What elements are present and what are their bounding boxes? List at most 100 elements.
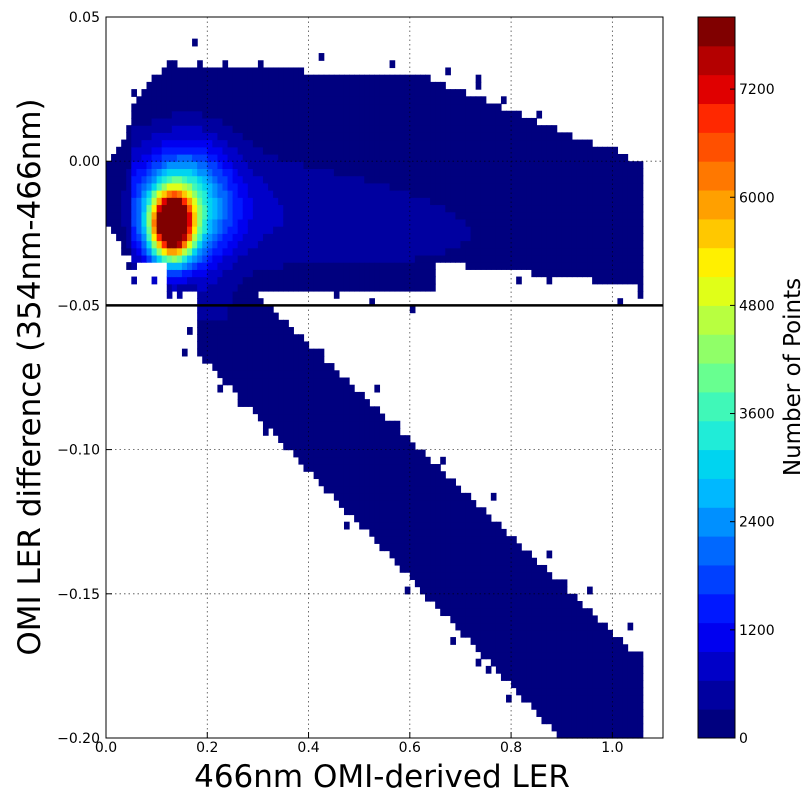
heatmap-cell <box>222 363 229 371</box>
heatmap-cell <box>293 67 300 76</box>
heatmap-cell <box>445 132 451 141</box>
heatmap-cell <box>521 161 527 170</box>
heatmap-cell <box>384 233 391 242</box>
heatmap-cell <box>364 269 370 278</box>
heatmap-cell <box>566 175 573 184</box>
heatmap-cell <box>232 67 239 76</box>
heatmap-cell <box>490 550 497 559</box>
heatmap-cell <box>121 211 127 220</box>
heatmap-cell <box>399 269 406 278</box>
heatmap-cell <box>455 110 462 119</box>
heatmap-cell <box>551 132 558 141</box>
heatmap-cell <box>419 254 426 263</box>
heatmap-cell <box>551 687 558 696</box>
heatmap-cell <box>359 420 365 429</box>
heatmap-cell <box>379 247 386 256</box>
heatmap-cell <box>389 89 396 97</box>
heatmap-cell <box>617 168 624 177</box>
heatmap-cell <box>293 132 300 141</box>
heatmap-cell <box>450 637 456 645</box>
heatmap-cell <box>435 536 441 544</box>
heatmap-cell <box>409 528 416 537</box>
heatmap-cell <box>257 226 264 234</box>
heatmap-cell <box>394 161 401 170</box>
heatmap-cell <box>445 168 451 177</box>
heatmap-cell <box>298 283 305 292</box>
heatmap-cell <box>460 132 467 141</box>
heatmap-cell <box>480 651 487 660</box>
heatmap-cell <box>399 103 406 112</box>
heatmap-cell <box>369 161 375 170</box>
heatmap-cell <box>364 406 370 415</box>
heatmap-cell <box>460 161 467 170</box>
heatmap-cell <box>192 89 198 97</box>
heatmap-cell <box>587 658 593 667</box>
heatmap-cell <box>516 211 522 220</box>
heatmap-cell <box>470 247 477 256</box>
heatmap-cell <box>156 96 163 105</box>
heatmap-cell <box>308 399 315 407</box>
heatmap-cell <box>318 175 325 184</box>
heatmap-cell <box>500 218 507 227</box>
heatmap-cell <box>237 139 244 148</box>
heatmap-cell <box>242 269 249 278</box>
heatmap-cell <box>541 644 548 653</box>
heatmap-cell <box>308 442 315 451</box>
heatmap-cell <box>146 117 153 126</box>
heatmap-cell <box>576 694 583 703</box>
heatmap-cell <box>338 464 345 472</box>
heatmap-cell <box>455 521 462 530</box>
heatmap-cell <box>561 182 568 191</box>
heatmap-cell <box>389 204 396 213</box>
heatmap-cell <box>328 442 335 451</box>
heatmap-cell <box>465 572 472 580</box>
heatmap-cell <box>379 435 386 443</box>
heatmap-cell <box>465 629 472 638</box>
heatmap-cell <box>212 363 218 371</box>
heatmap-cell <box>257 269 264 278</box>
heatmap-cell <box>419 262 426 270</box>
heatmap-cell <box>526 557 532 566</box>
heatmap-cell <box>192 211 198 220</box>
heatmap-cell <box>541 701 548 710</box>
heatmap-cell <box>546 579 553 588</box>
heatmap-cell <box>394 182 401 191</box>
heatmap-cell <box>237 74 244 83</box>
heatmap-cell <box>333 247 340 256</box>
heatmap-cell <box>384 283 391 292</box>
heatmap-cell <box>460 89 467 97</box>
heatmap-cell <box>450 168 456 177</box>
heatmap-cell <box>227 269 234 278</box>
heatmap-cell <box>576 146 583 155</box>
heatmap-cell <box>232 276 239 285</box>
heatmap-cell <box>455 586 462 595</box>
heatmap-cell <box>176 197 183 206</box>
heatmap-cell <box>126 197 132 206</box>
heatmap-cell <box>318 197 325 206</box>
heatmap-cell <box>495 153 502 162</box>
heatmap-cell <box>399 125 406 133</box>
heatmap-cell <box>298 384 305 393</box>
heatmap-cell <box>470 550 477 559</box>
heatmap-cell <box>237 247 244 256</box>
heatmap-cell <box>500 96 507 105</box>
heatmap-cell <box>288 442 294 451</box>
heatmap-cell <box>237 103 244 112</box>
heatmap-cell <box>166 204 173 213</box>
heatmap-cell <box>176 161 183 170</box>
heatmap-cell <box>465 500 472 508</box>
heatmap-cell <box>541 694 548 703</box>
heatmap-cell <box>136 247 143 256</box>
heatmap-cell <box>556 709 563 717</box>
heatmap-cell <box>278 254 284 263</box>
heatmap-cell <box>273 399 279 407</box>
heatmap-cell <box>500 153 507 162</box>
heatmap-cell <box>232 327 239 335</box>
heatmap-cell <box>445 139 451 148</box>
heatmap-cell <box>227 363 234 371</box>
heatmap-cell <box>399 139 406 148</box>
heatmap-cell <box>581 190 588 198</box>
heatmap-cell <box>303 269 310 278</box>
heatmap-cell <box>571 168 578 177</box>
heatmap-cell <box>318 413 325 422</box>
